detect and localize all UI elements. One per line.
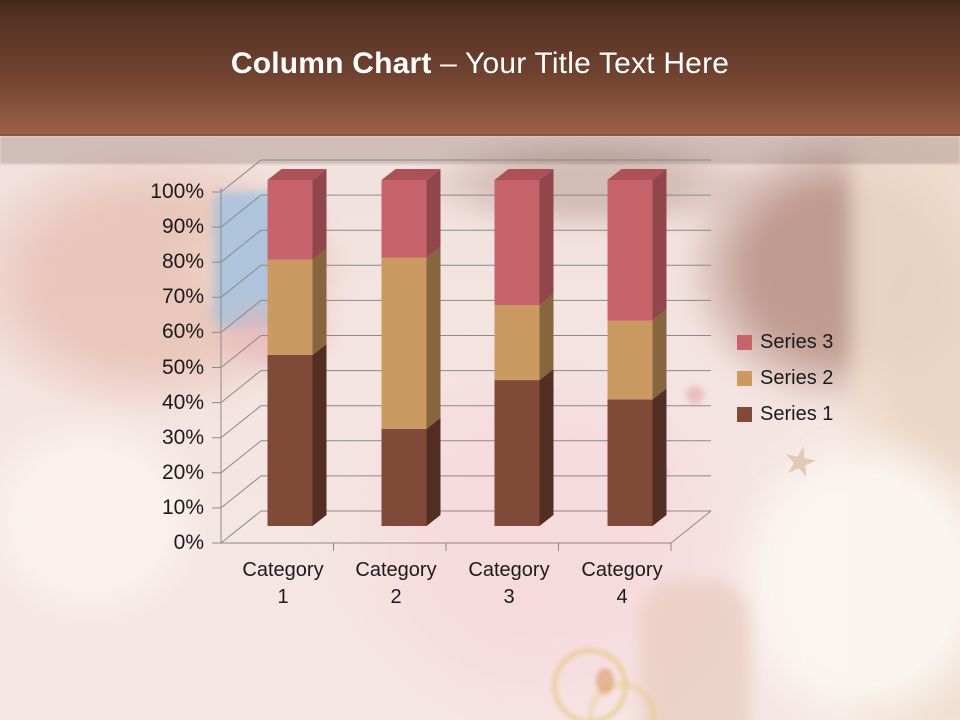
title-bold: Column Chart — [230, 47, 432, 80]
bar-cat4-series-2-front — [607, 320, 653, 400]
y-axis-tick-label: 40% — [161, 390, 204, 414]
bar-cat1-series-3-side — [312, 169, 327, 260]
category-label: Category 2 — [355, 559, 437, 608]
bar-cat2-series-1-front — [381, 428, 427, 526]
category-label: Category 4 — [581, 559, 663, 608]
side-wall-gridline — [220, 510, 262, 544]
bar-cat2-series-2-front — [381, 257, 427, 429]
y-axis-tick-label: 60% — [161, 320, 204, 344]
bar-cat1-top-face — [267, 169, 327, 180]
side-wall-gridline — [220, 405, 262, 439]
side-wall-gridline — [220, 264, 262, 298]
category-label: Category 1 — [242, 559, 324, 608]
legend-item: Series 1 — [737, 403, 834, 425]
bar-cat3-series-1-side — [539, 369, 554, 526]
category-label: Category 3 — [468, 559, 550, 608]
slide-header: Column Chart – Your Title Text Here — [0, 0, 960, 136]
chart-legend: Series 3 Series 2 Series 1 — [737, 331, 834, 442]
legend-item: Series 3 — [737, 331, 834, 353]
photo-shade-band — [0, 136, 960, 164]
bar-cat4-series-2-side — [652, 309, 667, 400]
legend-swatch — [737, 334, 752, 350]
bar-cat3-top-face — [494, 169, 554, 180]
legend-label: Series 3 — [760, 331, 834, 353]
title-rest: Your Title Text Here — [465, 47, 730, 80]
y-axis-tick-label: 70% — [161, 285, 204, 309]
side-wall-gridline — [220, 335, 262, 368]
bar-cat3-series-1-front — [494, 380, 540, 526]
photo-dress-dot — [686, 386, 704, 404]
legend-label: Series 2 — [760, 367, 834, 389]
bar-cat1-series-1-front — [267, 354, 313, 526]
bar-cat3-series-2-front — [494, 305, 540, 381]
side-wall-gridline — [220, 370, 262, 403]
y-axis-tick-label: 100% — [150, 180, 204, 203]
side-wall-gridline — [220, 229, 262, 263]
side-wall-gridline — [220, 475, 262, 509]
bar-cat1-series-1-side — [312, 343, 327, 526]
bar-cat2-series-1-side — [426, 417, 441, 526]
y-axis-tick-label: 10% — [161, 495, 204, 519]
bar-cat4-series-3-front — [607, 180, 653, 321]
y-axis-tick-label: 30% — [161, 425, 204, 449]
bar-cat4-top-face — [607, 169, 667, 180]
side-wall-gridline — [220, 194, 262, 228]
y-axis-tick-label: 80% — [161, 250, 204, 274]
bar-cat4-series-3-side — [652, 169, 667, 321]
bar-cat2-series-3-side — [426, 169, 441, 258]
y-axis-tick-label: 50% — [161, 355, 204, 379]
legend-item: Series 2 — [737, 367, 834, 389]
legend-swatch — [737, 370, 752, 386]
photo-embroidery-accent — [596, 668, 614, 694]
y-axis-tick-label: 0% — [173, 531, 204, 554]
side-wall-gridline — [220, 440, 262, 474]
bar-cat2-series-3-front — [381, 180, 427, 258]
bar-cat1-series-2-front — [267, 259, 313, 355]
floor-side-line — [670, 510, 712, 544]
side-wall-gridline — [220, 300, 262, 333]
legend-swatch — [737, 406, 752, 422]
bar-cat2-series-2-side — [426, 246, 441, 429]
y-axis-tick-label: 90% — [161, 215, 204, 239]
bar-cat4-series-1-front — [607, 399, 653, 526]
title-separator: – — [431, 47, 465, 80]
slide-title: Column Chart – Your Title Text Here — [231, 47, 729, 87]
legend-label: Series 1 — [760, 403, 834, 425]
bar-cat3-series-3-front — [494, 180, 540, 306]
bar-cat2-top-face — [381, 169, 441, 180]
bar-cat1-series-2-side — [312, 248, 327, 355]
bar-cat4-series-1-side — [652, 388, 667, 526]
side-wall-gridline — [220, 159, 262, 193]
bar-cat3-series-2-side — [539, 294, 554, 381]
y-axis-tick-label: 20% — [161, 460, 204, 484]
bar-cat3-series-3-side — [539, 169, 554, 306]
bar-cat1-series-3-front — [267, 180, 313, 260]
